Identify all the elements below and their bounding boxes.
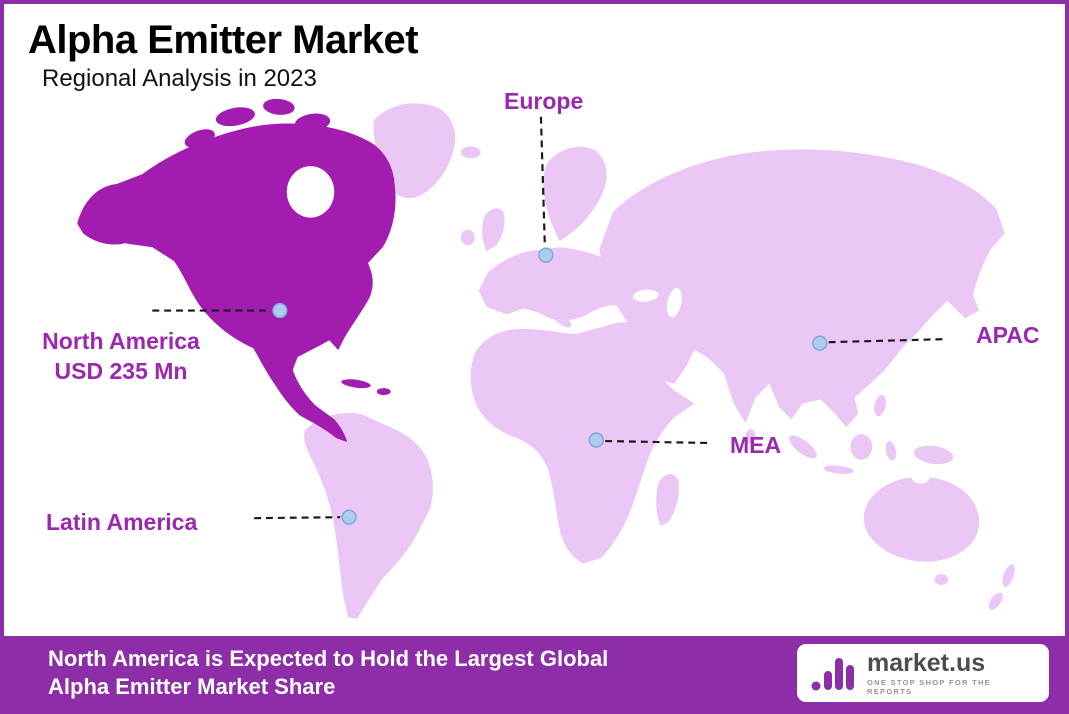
footer-banner: North America is Expected to Hold the La… bbox=[4, 636, 1065, 710]
new-zealand-north-region bbox=[1002, 564, 1015, 587]
europe-region bbox=[478, 247, 641, 321]
ireland-region bbox=[460, 229, 475, 246]
europe-marker bbox=[538, 247, 554, 263]
australia-region bbox=[863, 476, 980, 562]
uk-region bbox=[482, 208, 505, 252]
world-map bbox=[77, 98, 1015, 620]
black-sea bbox=[632, 289, 659, 302]
iceland-region bbox=[460, 146, 481, 159]
brand-tagline: ONE STOP SHOP FOR THE REPORTS bbox=[867, 678, 991, 696]
mea-label: MEA bbox=[730, 432, 782, 458]
hispaniola-region bbox=[376, 388, 391, 396]
brand-name: market.us bbox=[867, 649, 986, 677]
leader-lines bbox=[152, 116, 943, 520]
gulf-of-carpentaria bbox=[911, 471, 930, 484]
mea-leader-line bbox=[605, 439, 712, 445]
continents bbox=[77, 98, 1015, 620]
latin-america-leader-line bbox=[254, 516, 341, 520]
asia-region bbox=[599, 149, 1005, 428]
africa-region bbox=[470, 322, 695, 564]
sulawesi-region bbox=[885, 441, 897, 461]
markers bbox=[272, 247, 828, 525]
new-zealand-south-region bbox=[988, 592, 1003, 610]
philippines-region bbox=[874, 394, 886, 417]
scandinavia-region bbox=[543, 146, 607, 242]
tasmania-region bbox=[934, 574, 949, 585]
arctic-island-3 bbox=[263, 98, 295, 115]
north-america-label: North America USD 235 Mn bbox=[20, 326, 222, 386]
japan-hokkaido-region bbox=[919, 258, 932, 280]
north-america-label-text: North America bbox=[42, 328, 200, 354]
latin-america-label: Latin America bbox=[46, 509, 198, 535]
arctic-island-2 bbox=[215, 107, 255, 127]
south-america-region bbox=[304, 412, 433, 620]
north-america-marker bbox=[272, 302, 288, 319]
page-subtitle: Regional Analysis in 2023 bbox=[42, 65, 317, 92]
baffin-island bbox=[332, 153, 360, 191]
sumatra-region bbox=[789, 435, 817, 459]
apac-label: APAC bbox=[976, 322, 1040, 348]
hudson-bay bbox=[286, 166, 335, 218]
apac-marker bbox=[812, 335, 828, 351]
mea-marker bbox=[588, 432, 604, 448]
arctic-island-1 bbox=[184, 129, 215, 148]
europe-label: Europe bbox=[504, 88, 584, 114]
footer-headline-line2: Alpha Emitter Market Share bbox=[48, 674, 336, 699]
borneo-region bbox=[850, 434, 873, 460]
brand-text: market.us ONE STOP SHOP FOR THE REPORTS bbox=[867, 650, 1035, 696]
north-america-value: USD 235 Mn bbox=[54, 358, 188, 384]
java-region bbox=[823, 465, 854, 474]
header: Alpha Emitter Market Regional Analysis i… bbox=[28, 18, 419, 93]
latin-america-marker bbox=[341, 509, 357, 525]
sakhalin-region bbox=[938, 240, 947, 266]
cuba-region bbox=[341, 379, 371, 389]
market-us-logo-icon bbox=[811, 658, 854, 691]
sri-lanka-region bbox=[745, 429, 756, 444]
arctic-island-4 bbox=[294, 113, 331, 132]
arctic-island-5 bbox=[330, 136, 354, 153]
brand-logo: market.us ONE STOP SHOP FOR THE REPORTS bbox=[797, 644, 1049, 702]
footer-headline-line1: North America is Expected to Hold the La… bbox=[48, 646, 609, 671]
page-title: Alpha Emitter Market bbox=[28, 18, 419, 62]
caspian-sea bbox=[666, 288, 682, 318]
greenland-region bbox=[373, 103, 456, 199]
europe-leader-line bbox=[539, 116, 546, 248]
new-guinea-region bbox=[913, 445, 954, 465]
japan-honshu-region bbox=[903, 280, 923, 306]
footer-headline: North America is Expected to Hold the La… bbox=[48, 645, 608, 701]
italy-region bbox=[550, 309, 572, 328]
madagascar-region bbox=[656, 474, 679, 527]
